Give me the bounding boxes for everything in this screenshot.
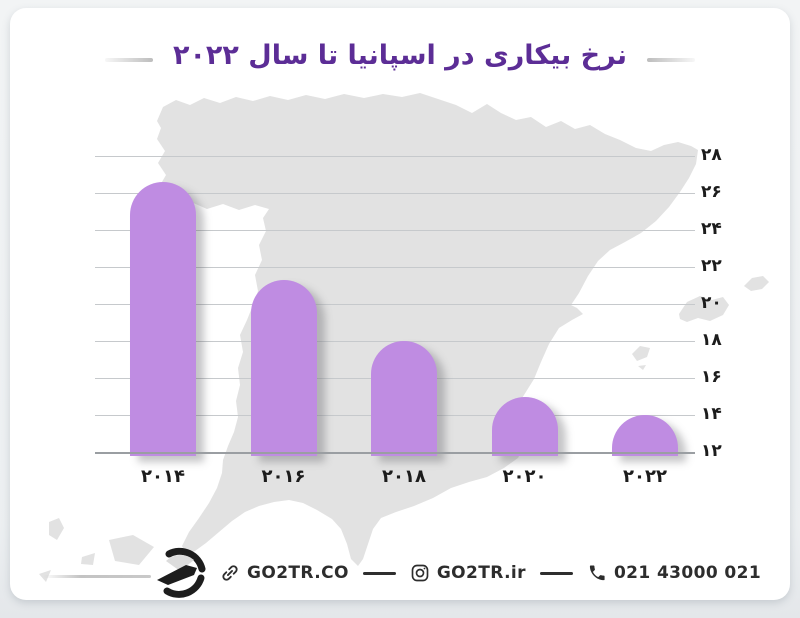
bar-2020 [491,396,558,456]
y-tick-label: ۱۴ [701,404,722,424]
phone-contact[interactable]: 021 43000 021 [587,563,761,583]
x-tick-label: ۲۰۱۴ [141,466,185,487]
formentera-island-shape [638,365,646,370]
canary-la-palma-shape [49,518,64,540]
footer-contact-bar: GO2TR.CO GO2TR.ir 021 43000 021 [154,544,761,600]
y-tick-label: ۱۶ [701,367,722,387]
gridline [95,267,695,268]
x-tick-label: ۲۰۱۶ [261,466,306,487]
x-tick-label: ۲۰۱۸ [382,466,426,487]
website-label: GO2TR.CO [247,563,349,583]
x-tick-label: ۲۰۲۰ [502,466,547,487]
go2tr-logo [157,547,206,598]
website-contact[interactable]: GO2TR.CO [220,563,349,583]
link-icon [222,565,238,581]
gridline [95,193,695,194]
footer-left-line [43,575,151,578]
y-tick-label: ۲۰ [701,293,722,313]
y-tick-label: ۲۴ [701,219,722,239]
canary-tenerife-shape [109,535,154,565]
phone-icon [589,565,605,581]
footer-separator-dash [539,571,573,575]
bar-2016 [250,279,317,456]
gridline [95,304,695,305]
canary-la-gomera-shape [81,553,95,565]
x-tick-label: ۲۰۲۲ [623,466,667,487]
instagram-label: GO2TR.ir [436,563,526,583]
mallorca-island-shape [679,296,729,322]
phone-label: 021 43000 021 [613,563,762,583]
ibiza-island-shape [632,346,650,361]
title-right-dash [647,58,696,62]
x-axis-baseline [95,452,695,454]
bar-2014 [130,181,196,456]
y-tick-label: ۲۸ [701,145,722,165]
title-left-dash [104,58,153,62]
card: نرخ بیکاری در اسپانیا تا سال ۲۰۲۲ ۲۸ ۲۶ ۲۴… [10,8,790,600]
y-tick-label: ۱۸ [701,330,722,350]
bar-2018 [371,341,437,456]
instagram-icon [411,564,429,582]
menorca-island-shape [744,276,769,291]
y-tick-label: ۱۲ [701,441,722,461]
instagram-contact[interactable]: GO2TR.ir [410,563,526,583]
spain-mainland-shape [157,93,698,566]
gridline [95,230,695,231]
page-title: نرخ بیکاری در اسپانیا تا سال ۲۰۲۲ [172,40,628,71]
gridline [95,156,695,157]
title-row: نرخ بیکاری در اسپانیا تا سال ۲۰۲۲ [10,34,790,78]
y-tick-label: ۲۶ [701,182,722,202]
y-tick-label: ۲۲ [701,256,722,276]
footer-separator-dash [362,571,396,575]
